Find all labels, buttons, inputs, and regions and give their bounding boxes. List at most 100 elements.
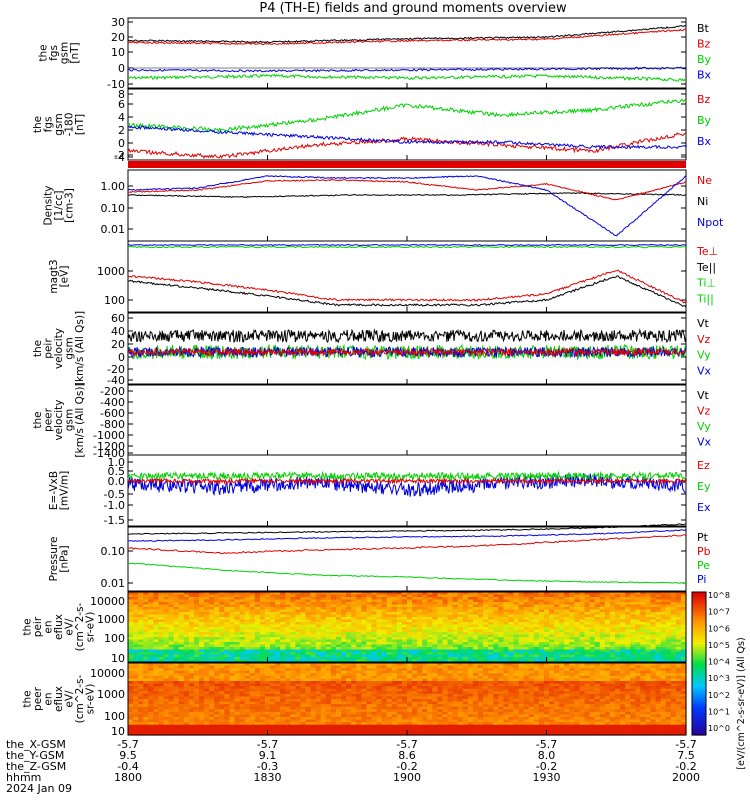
spec-cell xyxy=(310,727,317,731)
spec-cell xyxy=(229,673,236,677)
spec-cell xyxy=(285,607,291,611)
spec-cell xyxy=(158,686,165,690)
spec-cell xyxy=(391,644,398,648)
spec-cell xyxy=(209,681,215,685)
spec-cell xyxy=(452,632,459,636)
spec-cell xyxy=(614,604,621,608)
spec-cell xyxy=(239,717,246,721)
spec-cell xyxy=(315,701,322,705)
spec-cell xyxy=(204,642,210,646)
spec-cell xyxy=(396,652,403,656)
spec-cell xyxy=(523,594,530,598)
spec-cell xyxy=(183,602,190,606)
spec-cell xyxy=(300,729,307,734)
spec-cell xyxy=(528,634,535,638)
spec-cell xyxy=(635,657,641,661)
spec-cell xyxy=(361,622,368,626)
spec-cell xyxy=(173,711,180,716)
spec-cell xyxy=(315,683,322,687)
spec-cell xyxy=(244,665,251,669)
spec-cell xyxy=(259,724,266,728)
spec-cell xyxy=(310,681,317,685)
spec-cell xyxy=(310,678,317,682)
spec-cell xyxy=(518,599,525,603)
spec-cell xyxy=(275,622,281,626)
spec-cell xyxy=(209,629,215,633)
spec-cell xyxy=(188,709,195,713)
spec-cell xyxy=(178,701,185,705)
spec-cell xyxy=(417,624,423,628)
spec-cell xyxy=(442,657,449,661)
spec-cell xyxy=(199,719,205,723)
spec-cell xyxy=(478,649,484,653)
spec-cell xyxy=(604,659,611,663)
spec-cell xyxy=(559,657,565,661)
spec-cell xyxy=(422,714,428,718)
spec-cell xyxy=(214,714,220,718)
spec-cell xyxy=(564,627,570,631)
spec-cell xyxy=(138,649,144,653)
ytick-label: 60 xyxy=(111,312,125,325)
spec-cell xyxy=(219,609,225,613)
spec-cell xyxy=(330,683,337,687)
spec-cell xyxy=(148,657,154,661)
spec-cell xyxy=(295,597,302,601)
spec-cell xyxy=(391,681,398,685)
spec-cell xyxy=(148,617,154,621)
spec-cell xyxy=(361,732,368,736)
spec-cell xyxy=(584,612,591,616)
spec-cell xyxy=(305,659,312,663)
spec-cell xyxy=(584,602,591,606)
spec-cell xyxy=(675,634,682,638)
spec-cell xyxy=(300,599,307,603)
spec-cell xyxy=(412,686,418,690)
spec-cell xyxy=(285,599,291,603)
spec-cell xyxy=(239,678,246,682)
spec-cell xyxy=(254,696,261,700)
spec-cell xyxy=(204,683,210,687)
spec-cell xyxy=(538,624,545,628)
spec-cell xyxy=(325,727,332,731)
spec-cell xyxy=(640,657,647,661)
spec-cell xyxy=(209,729,215,734)
spec-cell xyxy=(310,622,317,626)
spec-cell xyxy=(168,675,175,680)
spec-cell xyxy=(503,612,510,616)
spec-cell xyxy=(224,622,231,626)
spec-cell xyxy=(219,659,225,663)
ylabel-line: [nPa] xyxy=(58,545,70,572)
spec-cell xyxy=(270,691,276,695)
spec-cell xyxy=(381,693,388,698)
spec-cell xyxy=(391,619,398,623)
spec-cell xyxy=(579,629,586,633)
spec-cell xyxy=(594,652,601,656)
spec-cell xyxy=(361,652,368,656)
spec-cell xyxy=(290,657,296,661)
spec-cell xyxy=(447,592,454,596)
spec-cell xyxy=(614,614,621,618)
spec-cell xyxy=(407,696,413,700)
spec-cell xyxy=(305,688,312,692)
spec-cell xyxy=(645,624,652,628)
spec-cell xyxy=(128,642,134,646)
spec-cell xyxy=(386,609,393,613)
spec-cell xyxy=(193,644,200,648)
spec-cell xyxy=(183,688,190,692)
spec-cell xyxy=(173,652,180,656)
spec-cell xyxy=(280,602,286,606)
spec-cell xyxy=(209,617,215,621)
spec-cell xyxy=(315,699,322,703)
panels-group: 3020100-10thefgsgsm[nT]BtBzByBx86420-2-4… xyxy=(22,16,724,738)
spec-cell xyxy=(675,659,682,663)
spec-cell xyxy=(133,663,139,667)
spec-cell xyxy=(386,594,393,598)
spec-cell xyxy=(320,663,327,667)
spec-cell xyxy=(280,693,286,698)
spec-cell xyxy=(574,604,581,608)
spec-cell xyxy=(427,627,433,631)
spec-cell xyxy=(295,670,302,674)
spec-cell xyxy=(599,607,606,611)
spec-cell xyxy=(335,709,342,713)
spec-cell xyxy=(325,614,332,618)
spec-cell xyxy=(401,642,408,646)
